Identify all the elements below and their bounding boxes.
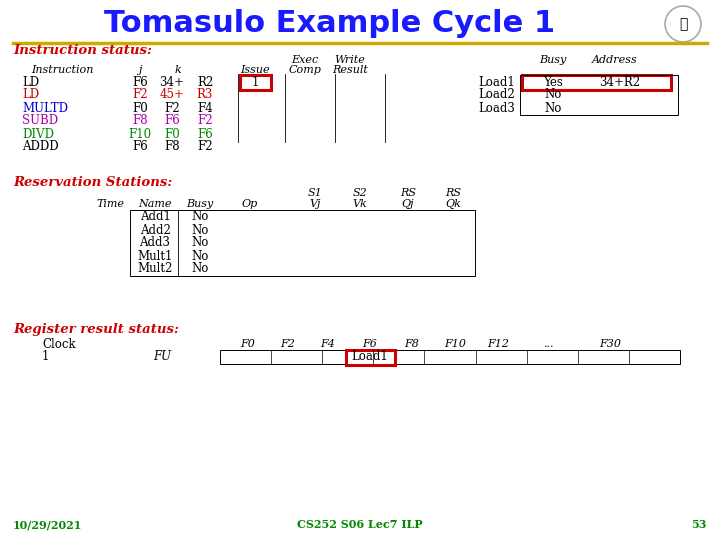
- Text: F0: F0: [132, 102, 148, 114]
- Text: F6: F6: [363, 339, 377, 349]
- Text: No: No: [192, 237, 209, 249]
- Text: 34+R2: 34+R2: [600, 76, 641, 89]
- Text: Add2: Add2: [140, 224, 171, 237]
- Text: Busy: Busy: [186, 199, 214, 209]
- Text: Yes: Yes: [543, 76, 563, 89]
- Text: Mult1: Mult1: [138, 249, 173, 262]
- Bar: [520, 75, 678, 115]
- Text: j: j: [138, 65, 142, 75]
- Text: Load1: Load1: [351, 350, 388, 363]
- Text: R2: R2: [197, 76, 213, 89]
- Text: Write: Write: [335, 55, 366, 65]
- Text: SUBD: SUBD: [22, 114, 58, 127]
- Text: ADDD: ADDD: [22, 140, 58, 153]
- Text: R3: R3: [197, 89, 213, 102]
- Text: F10: F10: [444, 339, 466, 349]
- Text: 45+: 45+: [160, 89, 184, 102]
- Text: Result: Result: [332, 65, 368, 75]
- Text: 🔧: 🔧: [679, 17, 687, 31]
- Text: No: No: [192, 249, 209, 262]
- Text: Clock: Clock: [42, 338, 76, 350]
- Text: Qk: Qk: [445, 199, 461, 209]
- Text: F2: F2: [197, 140, 213, 153]
- Text: F6: F6: [132, 76, 148, 89]
- Text: F0: F0: [240, 339, 256, 349]
- Text: LD: LD: [22, 89, 39, 102]
- Text: F2: F2: [164, 102, 180, 114]
- Text: Op: Op: [242, 199, 258, 209]
- Text: Load2: Load2: [479, 89, 516, 102]
- Text: 53: 53: [691, 519, 707, 530]
- Text: F2: F2: [197, 114, 213, 127]
- Text: F30: F30: [599, 339, 621, 349]
- Text: F6: F6: [164, 114, 180, 127]
- Text: Issue: Issue: [240, 65, 270, 75]
- Text: Comp: Comp: [289, 65, 321, 75]
- Text: No: No: [192, 211, 209, 224]
- Text: F8: F8: [164, 140, 180, 153]
- Text: No: No: [544, 89, 562, 102]
- Text: Time: Time: [96, 199, 124, 209]
- Text: Exec: Exec: [292, 55, 319, 65]
- Text: F12: F12: [487, 339, 509, 349]
- Bar: [130, 210, 475, 276]
- Text: F8: F8: [132, 114, 148, 127]
- Text: F4: F4: [320, 339, 336, 349]
- Text: Address: Address: [592, 55, 638, 65]
- Text: 1: 1: [42, 350, 50, 363]
- Bar: [220, 350, 680, 364]
- Text: S1: S1: [307, 188, 323, 198]
- Text: F10: F10: [128, 127, 152, 140]
- Text: Busy: Busy: [539, 55, 567, 65]
- Text: No: No: [192, 262, 209, 275]
- Text: CS252 S06 Lec7 ILP: CS252 S06 Lec7 ILP: [297, 519, 423, 530]
- Text: Load3: Load3: [479, 102, 516, 114]
- Text: Vk: Vk: [353, 199, 367, 209]
- Text: MULTD: MULTD: [22, 102, 68, 114]
- Text: Name: Name: [138, 199, 172, 209]
- Text: Tomasulo Example Cycle 1: Tomasulo Example Cycle 1: [104, 10, 556, 38]
- Text: F2: F2: [132, 89, 148, 102]
- Text: Load1: Load1: [479, 76, 516, 89]
- Text: LD: LD: [22, 76, 39, 89]
- Text: 10/29/2021: 10/29/2021: [13, 519, 82, 530]
- Text: 1: 1: [251, 76, 258, 89]
- Text: FU: FU: [153, 350, 171, 363]
- Text: Reservation Stations:: Reservation Stations:: [13, 176, 172, 188]
- Text: Add1: Add1: [140, 211, 171, 224]
- Text: F4: F4: [197, 102, 213, 114]
- Text: Mult2: Mult2: [138, 262, 173, 275]
- Text: F8: F8: [405, 339, 420, 349]
- Text: F6: F6: [197, 127, 213, 140]
- Text: Qj: Qj: [402, 199, 414, 209]
- Text: ...: ...: [543, 339, 553, 349]
- Text: F0: F0: [164, 127, 180, 140]
- Text: RS: RS: [400, 188, 416, 198]
- Text: No: No: [192, 224, 209, 237]
- Text: Instruction: Instruction: [31, 65, 93, 75]
- Text: F2: F2: [281, 339, 295, 349]
- Text: Vj: Vj: [310, 199, 320, 209]
- Text: Instruction status:: Instruction status:: [13, 44, 152, 57]
- Text: 34+: 34+: [160, 76, 184, 89]
- Text: Register result status:: Register result status:: [13, 323, 179, 336]
- Text: S2: S2: [353, 188, 367, 198]
- Text: F6: F6: [132, 140, 148, 153]
- Text: RS: RS: [445, 188, 461, 198]
- Text: No: No: [544, 102, 562, 114]
- Text: DIVD: DIVD: [22, 127, 54, 140]
- Text: Add3: Add3: [140, 237, 171, 249]
- Text: k: k: [175, 65, 181, 75]
